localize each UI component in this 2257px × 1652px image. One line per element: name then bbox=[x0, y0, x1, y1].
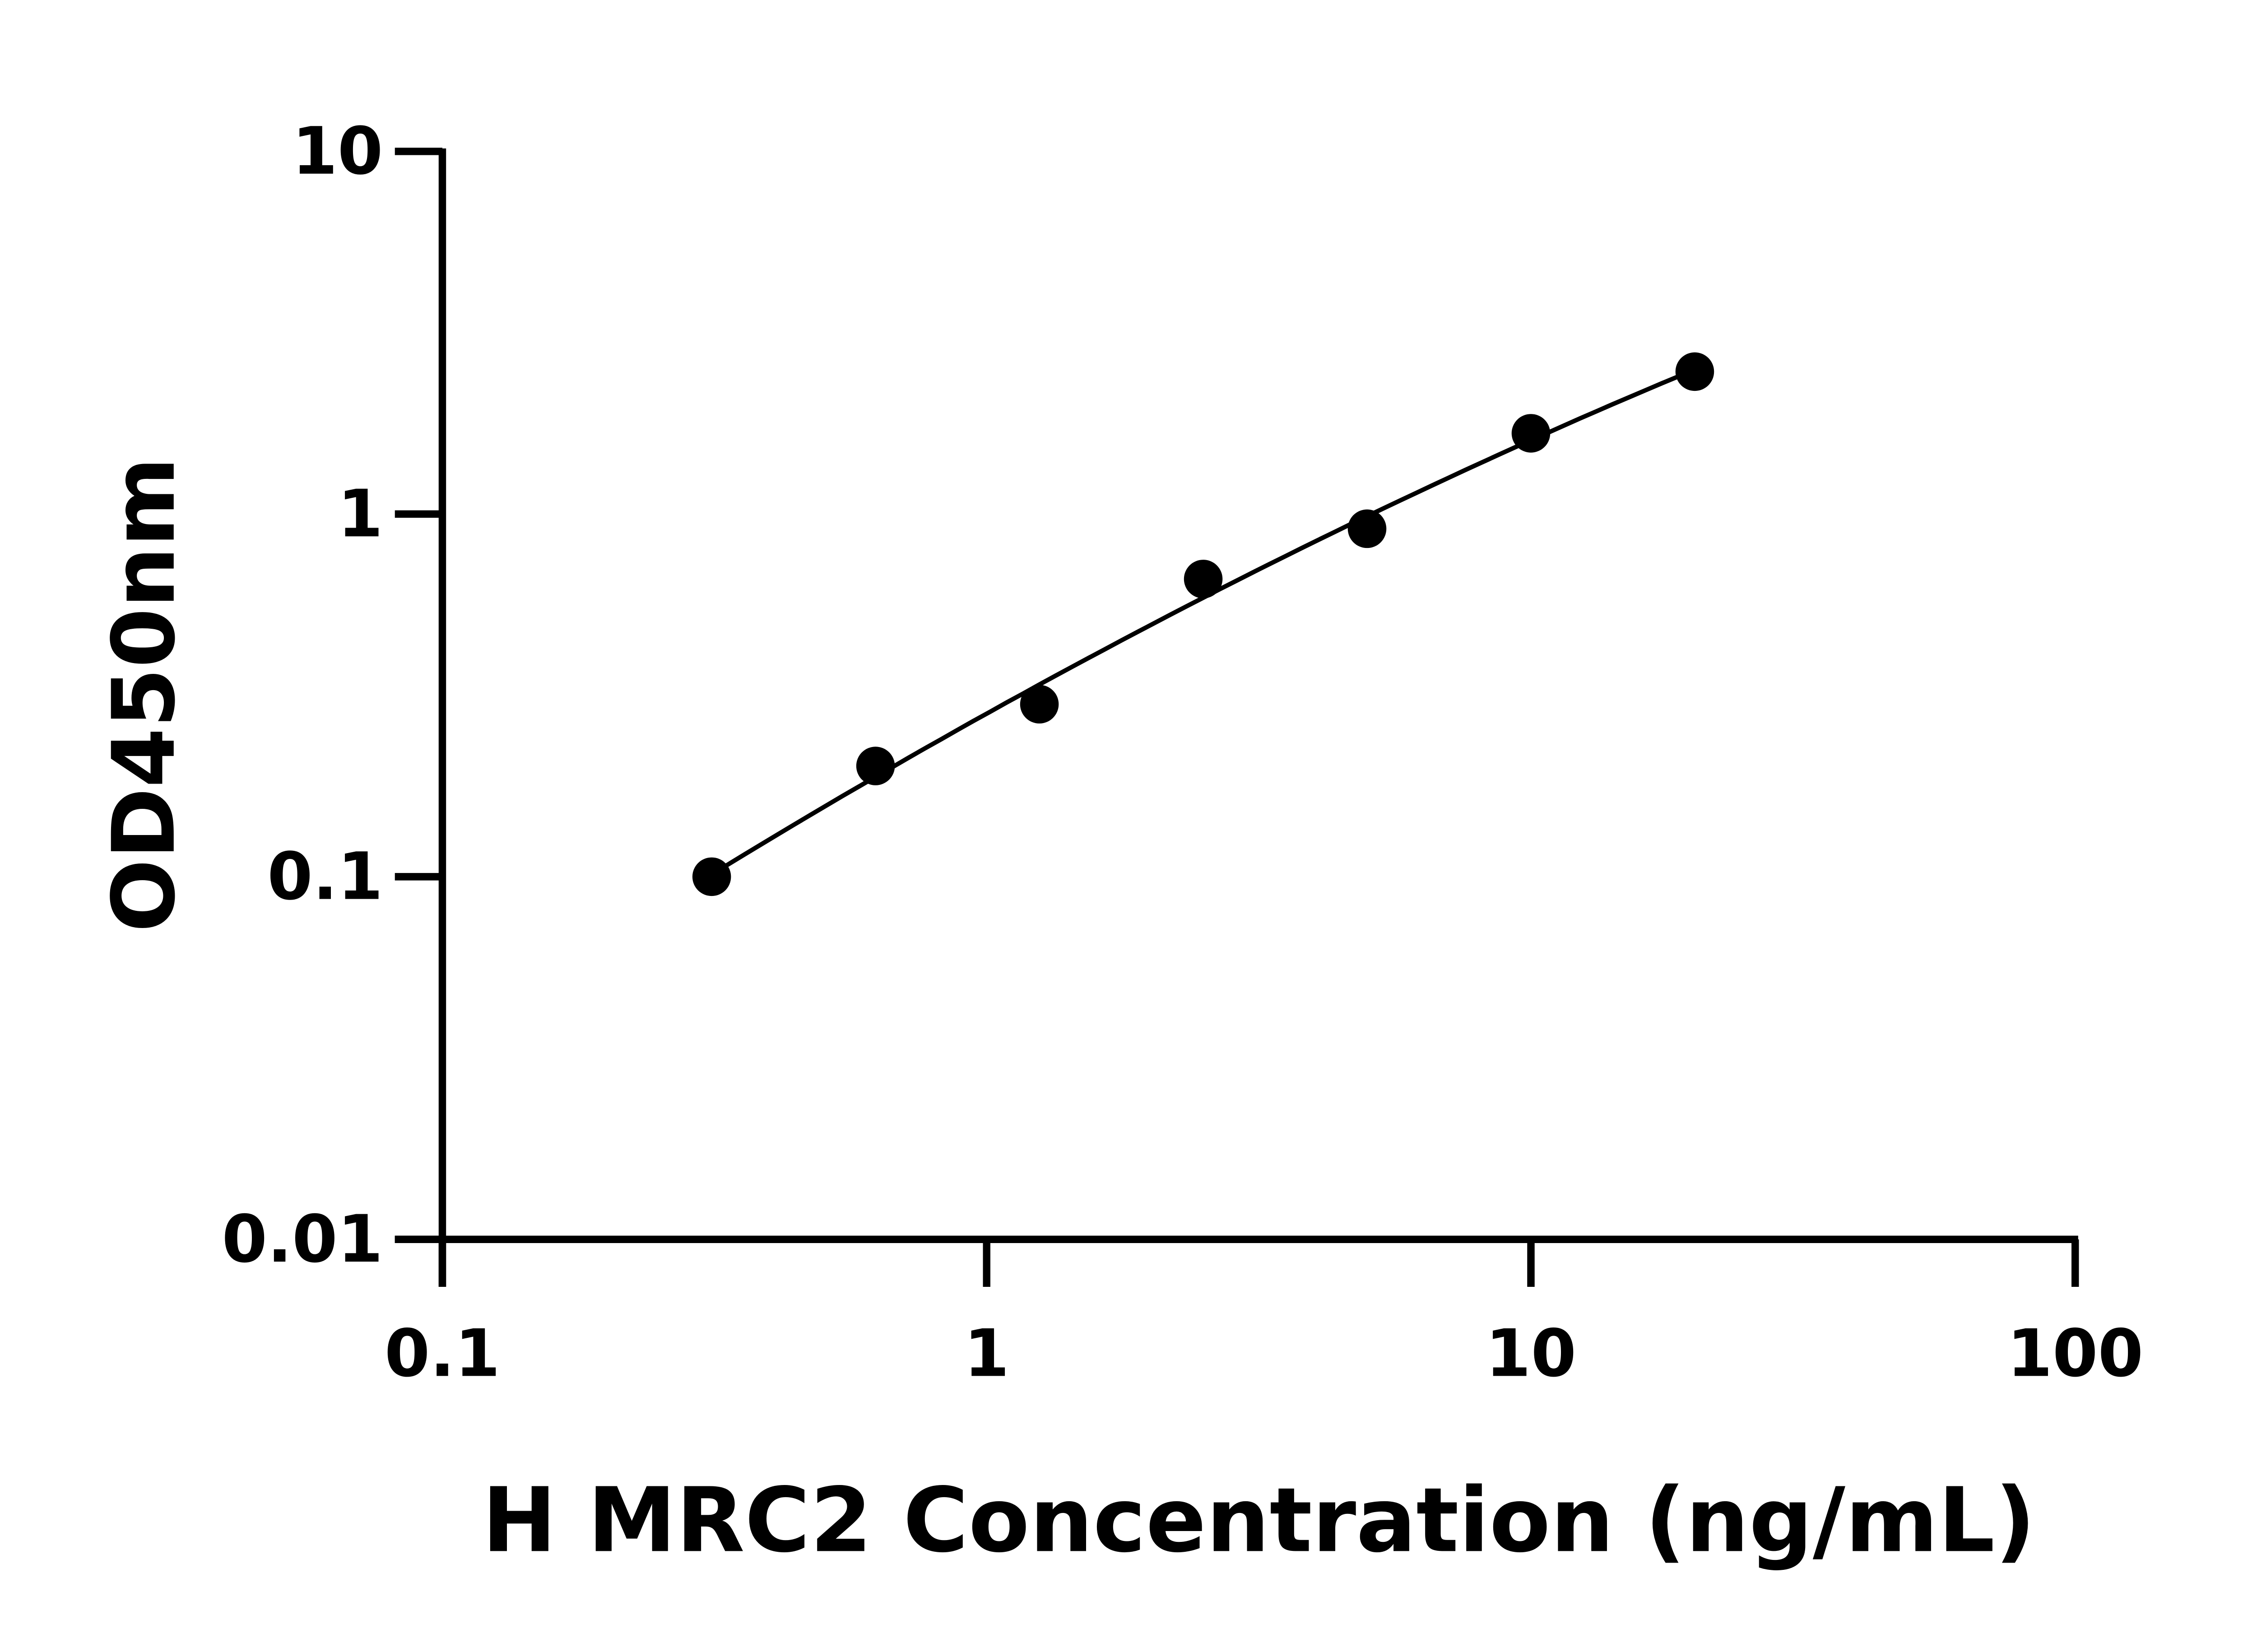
y-tick-label: 0.1 bbox=[267, 839, 383, 915]
y-tick-label: 0.01 bbox=[222, 1202, 383, 1277]
data-point bbox=[692, 857, 731, 896]
fit-line bbox=[710, 367, 1696, 877]
x-tick-label: 1 bbox=[964, 1316, 1009, 1392]
y-tick-label: 10 bbox=[292, 114, 383, 190]
data-point bbox=[1347, 509, 1387, 548]
data-point bbox=[1184, 560, 1223, 599]
data-point bbox=[1020, 685, 1059, 724]
y-tick-label: 1 bbox=[338, 476, 383, 552]
x-tick-label: 100 bbox=[2007, 1316, 2143, 1392]
x-axis-label: H MRC2 Concentration (ng/mL) bbox=[482, 1468, 2036, 1572]
data-points bbox=[692, 352, 1714, 896]
x-tick-label: 10 bbox=[1486, 1316, 1576, 1392]
y-axis-label: OD450nm bbox=[94, 457, 194, 932]
data-point bbox=[856, 747, 895, 785]
x-tick-label: 0.1 bbox=[385, 1316, 500, 1392]
data-point bbox=[1511, 414, 1551, 453]
data-point bbox=[1675, 352, 1714, 391]
fit-line-group bbox=[710, 367, 1696, 877]
